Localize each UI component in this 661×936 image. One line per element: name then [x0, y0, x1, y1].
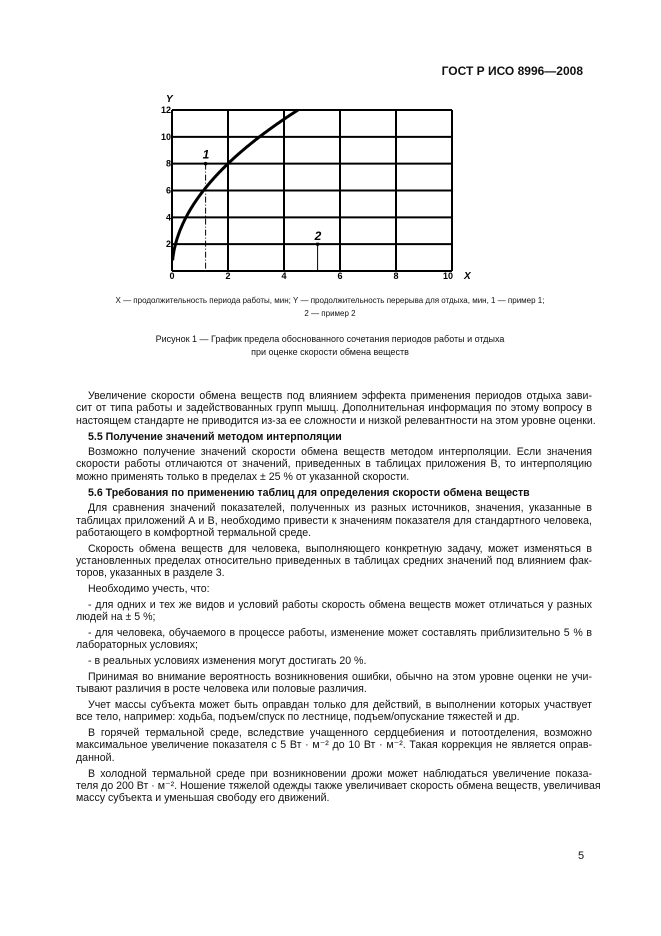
legend-line: 2 — пример 2 [304, 309, 356, 318]
text-line: - для одних и тех же видов и условий раб… [88, 598, 592, 611]
x-tick-label: 2 [225, 271, 230, 281]
text-line: лабораторных условиях; [76, 639, 198, 652]
example-2-point [316, 242, 320, 246]
text-line: работающего в комфортной термальной сред… [76, 526, 312, 539]
body-text: Увеличение скорости обмена веществ под в… [76, 390, 601, 805]
text-line: Необходимо учесть, что: [88, 583, 210, 596]
section-heading: 5.5 Получение значений методом интерполя… [88, 430, 342, 443]
example-1-label: 1 [203, 148, 210, 162]
legend-line: X — продолжительность периода работы, ми… [115, 296, 545, 305]
x-tick-label: 10 [443, 271, 453, 281]
text-line: скорости работы отличаются от значений, … [76, 458, 592, 471]
text-line: можно применять только в пределах ± 25 %… [76, 470, 410, 483]
y-tick-label: 12 [161, 105, 171, 115]
text-line: Скорость обмена веществ для человека, вы… [88, 542, 592, 555]
text-line: В горячей термальной среде, вследствие у… [88, 727, 592, 740]
x-tick-label: 0 [169, 271, 174, 281]
paragraph: - для одних и тех же видов и условий раб… [76, 599, 592, 624]
text-line: данной. [76, 751, 115, 764]
x-axis-label: X [463, 271, 472, 282]
text-line: тывают различия в росте человека или пол… [76, 683, 367, 696]
text-line: установленных пределах относительно прив… [76, 555, 592, 568]
paragraph: - для человека, обучаемого в процессе ра… [76, 627, 592, 652]
paragraph: Принимая во внимание вероятность возникн… [76, 671, 592, 696]
example-1-point [203, 161, 208, 166]
text-line: таблицах приложений А и В, необходимо пр… [76, 514, 592, 527]
text-line: Возможно получение значений скорости обм… [88, 446, 592, 459]
paragraph: Скорость обмена веществ для человека, вы… [76, 543, 592, 580]
y-tick-label: 10 [161, 132, 171, 142]
text-line: все тело, например: ходьба, подъем/спуск… [76, 711, 520, 724]
text-line: Увеличение скорости обмена веществ под в… [88, 390, 592, 402]
paragraph: В холодной термальной среде при возникно… [76, 767, 601, 805]
y-tick-label: 6 [166, 186, 171, 196]
text-line: массу субъекта и уменьшая свободу его дв… [76, 792, 330, 805]
text-line: - в реальных условиях изменения могут до… [88, 655, 367, 668]
text-line: - для человека, обучаемого в процессе ра… [88, 627, 592, 640]
series-curve [171, 108, 299, 261]
y-axis-label: Y [166, 94, 174, 105]
page-number: 5 [578, 850, 585, 862]
text-line: людей на ± 5 %; [76, 611, 156, 624]
x-tick-label: 4 [281, 271, 286, 281]
section-heading: 5.6 Требования по применению таблиц для … [88, 487, 530, 500]
text-line: В холодной термальной среде при возникно… [88, 767, 592, 780]
caption-line: Рисунок 1 — График предела обоснованного… [155, 334, 505, 344]
document-id: ГОСТ Р ИСО 8996—2008 [441, 64, 583, 78]
figure-caption: Рисунок 1 — График предела обоснованного… [60, 333, 600, 358]
paragraph: Учет массы субъекта может быть оправдан … [76, 699, 592, 724]
y-tick-label: 8 [166, 159, 171, 169]
text-line: Принимая во внимание вероятность возникн… [88, 670, 592, 683]
x-tick-label: 8 [393, 271, 398, 281]
caption-line: при оценке скорости обмена веществ [251, 346, 409, 357]
paragraph: Увеличение скорости обмена веществ под в… [76, 390, 596, 427]
text-line: Учет массы субъекта может быть оправдан … [88, 699, 592, 712]
paragraph: Для сравнения значений показателей, полу… [76, 502, 592, 539]
text-line: сит от типа работы и задействованных гру… [76, 402, 592, 415]
paragraph: Возможно получение значений скорости обм… [76, 446, 592, 483]
paragraph: Необходимо учесть, что: [76, 583, 592, 595]
text-line: теля до 200 Вт · м⁻². Ношение тяжелой од… [76, 779, 601, 792]
paragraph: - в реальных условиях изменения могут до… [76, 655, 592, 667]
text-line: торов, указанных в разделе 3. [76, 567, 225, 580]
text-line: Для сравнения значений показателей, полу… [88, 502, 592, 515]
paragraph: В горячей термальной среде, вследствие у… [76, 727, 592, 764]
figure-legend: X — продолжительность периода работы, ми… [60, 294, 600, 320]
x-tick-label: 6 [337, 271, 342, 281]
text-line: максимальное увеличение показателя с 5 В… [76, 739, 592, 752]
example-2-label: 2 [314, 229, 322, 243]
text-line: настоящем стандарте не приводится из-за … [76, 414, 596, 427]
y-tick-label: 4 [166, 212, 171, 222]
y-tick-label: 2 [166, 239, 171, 249]
